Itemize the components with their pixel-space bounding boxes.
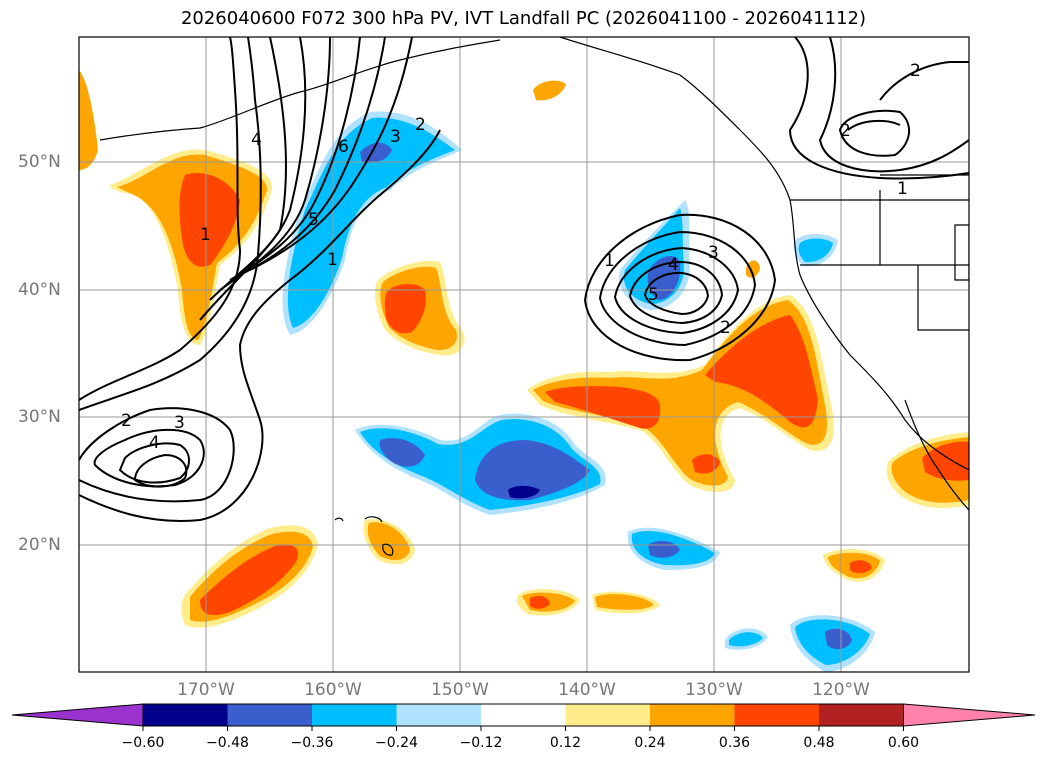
lat-label-50n: 50°N xyxy=(18,152,61,172)
lon-label-150w: 150°W xyxy=(431,680,489,700)
contour-label: 4 xyxy=(251,130,262,150)
coastlines xyxy=(99,37,969,556)
contour-label: 2 xyxy=(415,115,426,135)
lon-label-170w: 170°W xyxy=(177,680,235,700)
map-title: 2026040600 F072 300 hPa PV, IVT Landfall… xyxy=(180,8,867,29)
positive-anomaly-central-north xyxy=(374,260,465,356)
colorbar-swatch xyxy=(565,704,650,726)
colorbar-swatch xyxy=(227,704,312,726)
lon-label-140w: 140°W xyxy=(558,680,616,700)
colorbar-tick-label: 0.36 xyxy=(718,735,751,751)
contour-label: 3 xyxy=(708,243,719,263)
contour-label: 6 xyxy=(338,137,349,157)
negative-anomaly-central-south xyxy=(355,413,606,515)
colorbar-tick-label: 0.24 xyxy=(634,735,666,751)
contour-label: 5 xyxy=(648,285,659,305)
contour-label: 1 xyxy=(327,250,338,270)
lat-label-20n: 20°N xyxy=(18,535,61,555)
contour-label: 1 xyxy=(200,225,211,245)
contour-label: 2 xyxy=(910,61,921,81)
contour-label: 3 xyxy=(390,127,401,147)
colorbar-swatch xyxy=(734,704,819,726)
lon-label-130w: 130°W xyxy=(685,680,743,700)
positive-anomaly-west xyxy=(79,70,273,345)
contour-label: 2 xyxy=(720,318,731,338)
colorbar-extend-max xyxy=(903,703,1036,727)
lat-label-40n: 40°N xyxy=(18,280,61,300)
contour-label: 5 xyxy=(308,210,319,230)
contour-label: 3 xyxy=(174,413,185,433)
contour-label: 2 xyxy=(840,121,851,141)
map-frame xyxy=(78,36,970,673)
positive-anomaly-small-north xyxy=(533,80,566,101)
contour-label: 1 xyxy=(897,179,908,199)
colorbar-swatch xyxy=(396,704,481,726)
contour-label: 4 xyxy=(149,433,160,453)
colorbar-swatch xyxy=(819,704,904,726)
colorbar-swatch xyxy=(143,704,228,726)
colorbar-tick-label: −0.12 xyxy=(459,735,503,751)
colorbar xyxy=(11,703,1036,731)
filled-anomalies xyxy=(79,70,969,672)
lon-label-120w: 120°W xyxy=(812,680,870,700)
colorbar-tick-label: −0.36 xyxy=(290,735,334,751)
pv-contours xyxy=(79,37,969,522)
colorbar-tick-label: 0.48 xyxy=(803,735,835,751)
colorbar-tick-label: −0.60 xyxy=(121,735,165,751)
positive-anomaly-southwest xyxy=(181,525,318,628)
colorbar-outline xyxy=(142,703,904,727)
colorbar-swatch xyxy=(312,704,397,726)
colorbar-extend-min xyxy=(11,703,144,727)
colorbar-tick-label: −0.48 xyxy=(206,735,249,751)
colorbar-tick-label: −0.24 xyxy=(375,735,418,751)
colorbar-swatch xyxy=(481,704,566,726)
colorbar-tick-label: 0.60 xyxy=(887,735,920,751)
lon-label-160w: 160°W xyxy=(304,680,362,700)
contour-labels: 1 4 6 3 2 5 1 2 3 4 1 4 3 2 5 2 2 1 xyxy=(121,61,921,453)
lat-label-30n: 30°N xyxy=(18,407,61,427)
contour-label: 1 xyxy=(604,251,615,271)
positive-anomaly-central-band xyxy=(527,295,834,492)
colorbar-swatch xyxy=(650,704,735,726)
contour-label: 2 xyxy=(121,411,132,431)
contour-label: 4 xyxy=(668,255,679,275)
colorbar-tick-label: 0.12 xyxy=(549,735,582,751)
